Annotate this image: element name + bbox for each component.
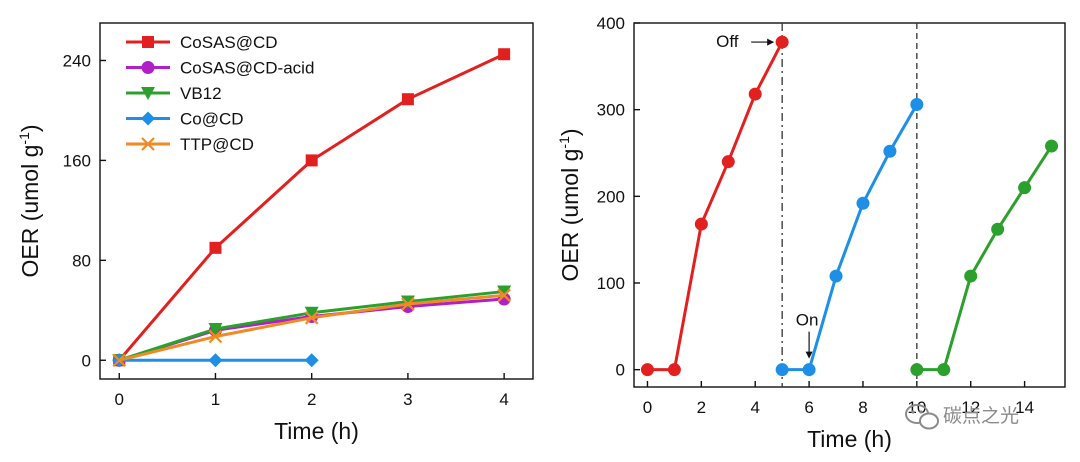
x-tick-label: 14 [1015, 398, 1034, 417]
data-point [667, 363, 681, 377]
x-tick-label: 2 [307, 390, 316, 409]
annotation-arrowhead [805, 351, 813, 359]
legend-item: Co@CD [126, 110, 244, 129]
series-line [916, 145, 1053, 372]
data-point [1045, 139, 1059, 153]
y-tick-label: 0 [616, 361, 625, 380]
x-tick-label: 0 [643, 398, 652, 417]
y-axis-title: OER (umol g-1) [16, 124, 43, 277]
x-tick-label: 0 [115, 390, 124, 409]
annotation-on: On [796, 311, 819, 330]
data-point [1018, 181, 1032, 195]
data-point [910, 97, 924, 111]
series-line [647, 41, 784, 372]
y-tick-label: 100 [597, 274, 625, 293]
legend-label: Co@CD [180, 110, 244, 129]
y-tick-label: 0 [82, 351, 91, 370]
plot-frame [633, 22, 1066, 388]
legend-marker [141, 111, 155, 126]
legend-marker [141, 61, 155, 74]
data-point [802, 363, 816, 377]
data-point [775, 35, 789, 49]
legend-item: VB12 [126, 84, 222, 103]
series-2 [775, 97, 924, 377]
series-1 [640, 35, 789, 377]
x-tick-label: 12 [961, 398, 980, 417]
data-point [208, 323, 223, 337]
data-point [208, 353, 223, 368]
data-point [910, 363, 924, 377]
data-point [991, 222, 1005, 236]
data-point [401, 297, 415, 311]
series-3 [910, 139, 1059, 377]
y-tick-label: 300 [597, 101, 625, 120]
data-point [401, 93, 414, 106]
data-point [829, 269, 843, 283]
y-tick-label: 240 [63, 51, 91, 70]
data-point [694, 217, 708, 231]
y-tick-label: 200 [597, 187, 625, 206]
legend-item: CoSAS@CD [126, 33, 278, 52]
legend-label: CoSAS@CD-acid [180, 59, 314, 78]
data-point [883, 144, 897, 158]
data-point [209, 241, 222, 254]
watermark-text: 碳点之光 [943, 405, 1019, 427]
data-point [856, 196, 870, 210]
data-point [497, 288, 511, 303]
data-point [304, 306, 319, 320]
data-point [498, 48, 511, 61]
data-point [721, 155, 735, 169]
annotation-off: Off [716, 32, 739, 51]
x-axis-title: Time (h) [274, 418, 359, 444]
x-tick-label: 2 [697, 398, 706, 417]
annotation-arrowhead [767, 38, 775, 46]
legend-label: CoSAS@CD [180, 33, 278, 52]
data-point [775, 363, 789, 377]
data-point [304, 311, 319, 325]
x-tick-label: 3 [403, 390, 412, 409]
data-point [497, 285, 512, 299]
legend-marker [141, 137, 155, 151]
data-point [400, 295, 415, 309]
data-point [304, 353, 319, 368]
x-axis-title: Time (h) [807, 426, 892, 452]
data-point [937, 363, 951, 377]
data-point [748, 87, 762, 101]
series-ttp-cd [112, 288, 511, 368]
data-point [208, 329, 223, 344]
watermark: 碳点之光 [905, 404, 1019, 430]
wechat-icon [905, 404, 939, 430]
legend-marker [142, 36, 154, 48]
y-tick-label: 80 [72, 251, 91, 270]
x-tick-label: 6 [804, 398, 813, 417]
legend-marker [141, 87, 155, 100]
legend-item: TTP@CD [126, 135, 254, 154]
data-point [964, 269, 978, 283]
y-tick-label: 160 [63, 151, 91, 170]
data-point [112, 353, 127, 368]
left-chart: 0 1 2 3 4 0 80 160 240 Time (h) OER (umol g-1) CoSA… [16, 22, 534, 444]
x-tick-label: 1 [211, 390, 220, 409]
legend-label: TTP@CD [180, 135, 254, 154]
y-tick-label: 400 [597, 14, 625, 33]
plot-frame [99, 22, 534, 380]
legend-label: VB12 [180, 84, 222, 103]
x-tick-label: 4 [499, 390, 508, 409]
data-point [305, 154, 318, 167]
y-axis-title: OER (umol g-1) [556, 128, 583, 281]
data-point [640, 363, 654, 377]
x-tick-label: 8 [858, 398, 867, 417]
series-line [782, 103, 919, 372]
legend: CoSAS@CD CoSAS@CD-acid VB12 Co@CD TTP@CD [126, 33, 314, 154]
legend-item: CoSAS@CD-acid [126, 59, 314, 78]
x-tick-label: 4 [750, 398, 759, 417]
